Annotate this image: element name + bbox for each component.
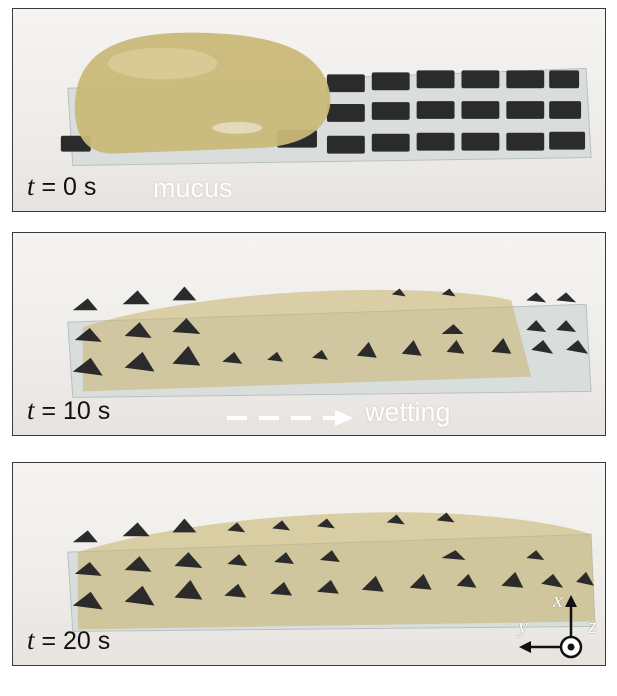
panel-t20: t = 20 s x y z bbox=[12, 462, 606, 666]
magnetic-pillars bbox=[72, 286, 589, 376]
mucus-film bbox=[82, 289, 532, 392]
time-variable: t bbox=[27, 625, 35, 655]
time-label: t = 20 s bbox=[27, 625, 110, 656]
time-value: = 0 s bbox=[41, 173, 97, 201]
axis-z-label: z bbox=[588, 613, 597, 638]
photo-t10 bbox=[67, 286, 592, 398]
magnetic-tiles bbox=[60, 70, 586, 154]
photo-t20 bbox=[67, 512, 596, 632]
magnetic-pillars bbox=[72, 512, 595, 610]
panel-t10: t = 10 s wetting bbox=[12, 232, 606, 436]
mucus-blob bbox=[74, 32, 331, 154]
photo-t0 bbox=[60, 32, 592, 166]
time-label: t = 0 s bbox=[27, 171, 96, 202]
time-label: t = 10 s bbox=[27, 395, 110, 426]
time-value: = 20 s bbox=[41, 627, 111, 655]
axis-x-label: x bbox=[553, 587, 563, 612]
mucus-label: mucus bbox=[153, 173, 233, 203]
dashed-arrow-icon bbox=[227, 410, 353, 426]
panel-t0: t = 0 s mucus bbox=[12, 8, 606, 212]
wetting-label: wetting bbox=[365, 397, 451, 427]
coordinate-axes-icon bbox=[519, 595, 583, 659]
mucus-film bbox=[77, 512, 596, 630]
time-value: = 10 s bbox=[41, 397, 111, 425]
time-variable: t bbox=[27, 395, 35, 425]
time-variable: t bbox=[27, 171, 35, 201]
axis-y-label: y bbox=[518, 613, 528, 638]
